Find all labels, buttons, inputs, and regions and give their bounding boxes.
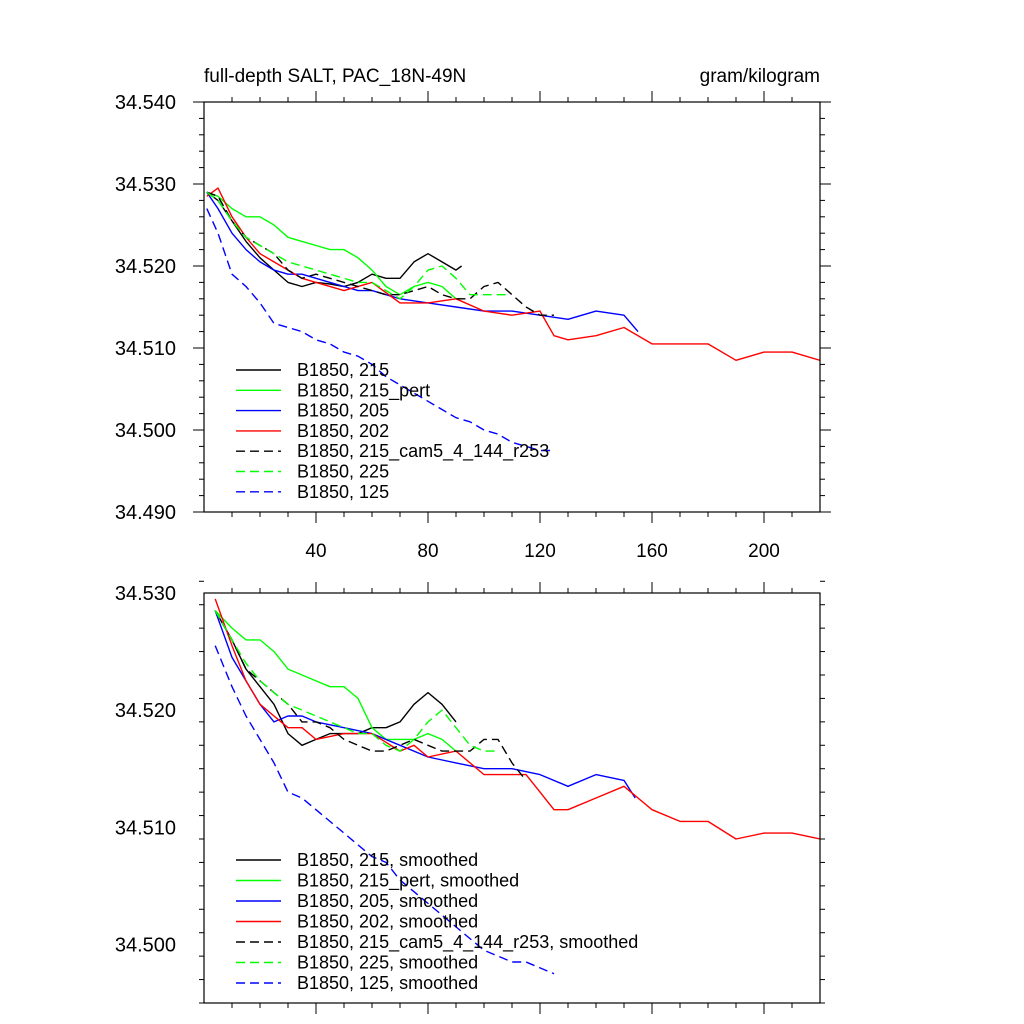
x-tick-label: 120 <box>524 541 556 562</box>
series-line-2 <box>214 610 457 752</box>
y-tick-label: 34.510 <box>115 817 176 839</box>
legend-label: B1850, 205, smoothed <box>297 891 478 911</box>
series-line-4 <box>214 598 820 840</box>
series-line-3 <box>206 191 639 333</box>
x-tick-label: 40 <box>305 541 326 562</box>
series-line-5 <box>206 191 554 316</box>
bottom-panel: 34.500 34.510 34.520 34.530 B1850, 215, smoo… <box>115 580 825 1014</box>
legend-label: B1850, 215_cam5_4_144_r253 <box>297 441 549 462</box>
series-line-3 <box>214 610 636 799</box>
legend-label: B1850, 202 <box>297 421 389 441</box>
legend-label: B1850, 225, smoothed <box>297 953 478 973</box>
legend-label: B1850, 205 <box>297 401 389 421</box>
y-tick-label: 34.530 <box>115 583 176 605</box>
x-tick-label: 200 <box>748 541 780 562</box>
series-line-6 <box>206 191 507 300</box>
x-axis: 40 80 120 160 200 <box>231 91 793 562</box>
y-tick-label: 34.520 <box>115 256 176 278</box>
legend-label: B1850, 215_pert <box>297 380 430 401</box>
y-tick-label: 34.520 <box>115 700 176 722</box>
y-tick-label: 34.530 <box>115 174 176 196</box>
legend-label: B1850, 215_cam5_4_144_r253, smoothed <box>297 932 638 953</box>
y-tick-label: 34.510 <box>115 338 176 360</box>
series-line-7 <box>214 645 555 975</box>
legend-label: B1850, 215, smoothed <box>297 850 478 870</box>
x-axis <box>231 582 793 1014</box>
series-line-5 <box>214 610 527 781</box>
legend-label: B1850, 225 <box>297 462 389 482</box>
x-tick-label: 160 <box>636 541 668 562</box>
x-tick-label: 80 <box>417 541 438 562</box>
y-tick-label: 34.500 <box>115 420 176 442</box>
legend-label: B1850, 125 <box>297 482 389 502</box>
series-line-1 <box>214 610 457 746</box>
legend-label: B1850, 202, smoothed <box>297 912 478 932</box>
y-tick-label: 34.500 <box>115 934 176 956</box>
series-line-1 <box>206 191 463 288</box>
plot-lines <box>214 598 820 975</box>
series-line-4 <box>206 187 820 361</box>
y-tick-label: 34.540 <box>115 92 176 114</box>
series-line-7 <box>206 208 554 452</box>
legend-label: B1850, 125, smoothed <box>297 973 478 993</box>
legend-label: B1850, 215 <box>297 360 389 380</box>
series-line-6 <box>214 610 498 752</box>
chart-units: gram/kilogram <box>700 66 820 87</box>
y-axis: 34.490 34.500 34.510 34.520 34.530 34.540 <box>115 92 831 524</box>
plot-lines <box>206 187 820 452</box>
series-line-2 <box>206 191 462 300</box>
y-tick-label: 34.490 <box>115 502 176 524</box>
chart-title: full-depth SALT, PAC_18N-49N <box>204 66 466 87</box>
top-panel: full-depth SALT, PAC_18N-49N gram/kilogr… <box>115 66 831 562</box>
legend-label: B1850, 215_pert, smoothed <box>297 871 519 892</box>
y-axis: 34.500 34.510 34.520 34.530 <box>115 580 825 1004</box>
